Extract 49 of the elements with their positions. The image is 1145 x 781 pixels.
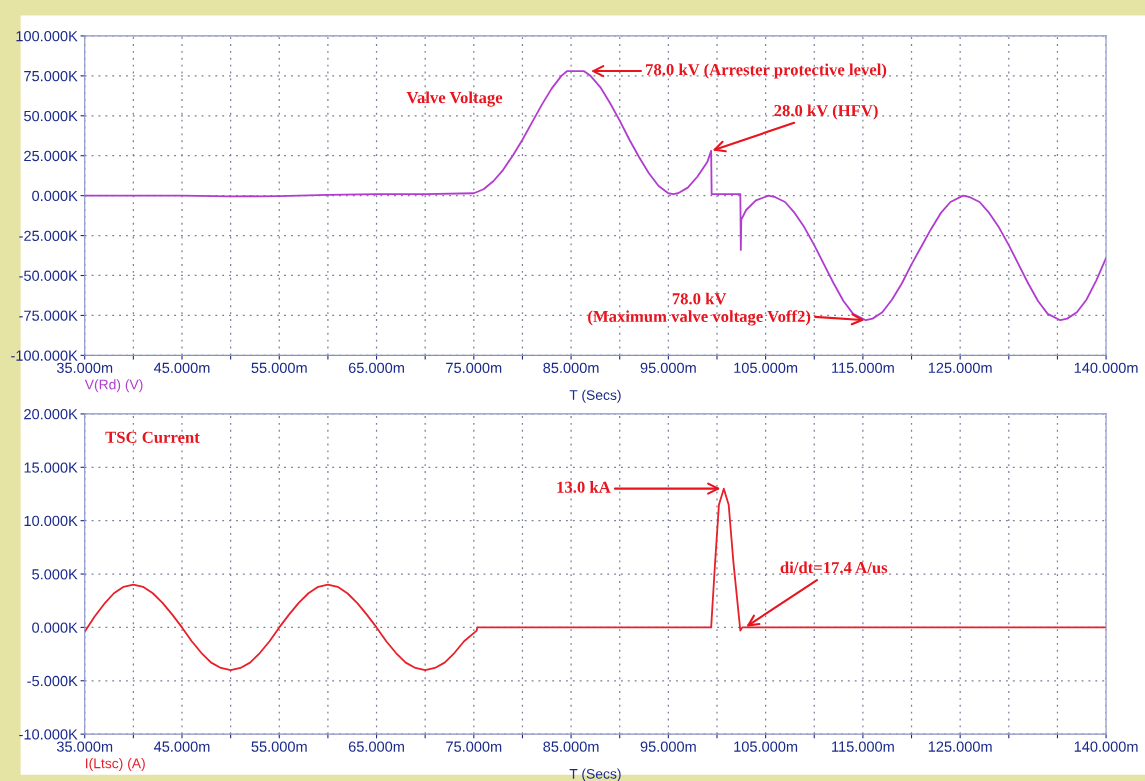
x-tick-label: 95.000m (640, 362, 696, 374)
y-tick-label: -5.000K (27, 675, 78, 687)
x-tick-label: 95.000m (640, 741, 696, 752)
annotation: 78.0 kV (Maximum valve voltage Voff2) (588, 292, 811, 326)
x-tick-label: 125.000m (928, 741, 992, 752)
y-tick-label: 50.000K (24, 110, 78, 122)
y-tick-label: -100.000K (11, 350, 78, 361)
x-tick-label: 115.000m (832, 362, 894, 374)
annotation: 28.0 kV (HFV) (774, 104, 878, 120)
annotation: 13.0 kA (557, 481, 611, 493)
y-tick-label: 0.000K (32, 622, 78, 633)
y-tick-label: -25.000K (19, 230, 78, 241)
x-axis-title: T (Secs) (569, 389, 621, 403)
annotation: 78.0 kV (Arrester protective level) (646, 63, 887, 79)
y-tick-label: 15.000K (24, 462, 78, 473)
y-tick-label: -50.000K (19, 270, 78, 281)
y-tick-label: 0.000K (32, 190, 78, 202)
y-tick-label: 25.000K (24, 150, 78, 162)
y-tick-label: -75.000K (19, 310, 78, 321)
x-tick-label: 125.000m (928, 362, 992, 374)
x-tick-label: 75.000m (446, 741, 502, 752)
y-tick-label: 20.000K (24, 409, 78, 420)
x-tick-label: 105.000m (734, 741, 798, 752)
x-tick-label: 55.000m (251, 741, 307, 752)
y-tick-label: 75.000K (24, 70, 78, 82)
x-tick-label: 45.000m (153, 741, 210, 752)
x-tick-label: 35.000m (56, 362, 113, 374)
text: TSC Current (105, 431, 200, 443)
x-tick-label: 105.000m (734, 362, 798, 374)
text: I(Ltsc) (A) (86, 758, 145, 772)
x-tick-label: 85.000m (543, 362, 599, 374)
text: Valve Voltage (406, 91, 503, 107)
x-tick-label: 75.000m (446, 362, 502, 374)
text: V(Rd) (V) (84, 379, 143, 393)
x-axis-title: T (Secs) (569, 768, 621, 781)
x-tick-label: 45.000m (153, 362, 210, 374)
x-tick-label: 65.000m (348, 362, 404, 374)
y-tick-label: -10.000K (19, 729, 78, 740)
y-tick-label: 10.000K (24, 515, 78, 527)
y-tick-label: 100.000K (16, 31, 78, 42)
x-tick-label: 115.000m (832, 741, 894, 752)
x-tick-label: 140.000m (1074, 362, 1138, 374)
x-tick-label: 35.000m (56, 741, 113, 752)
x-tick-label: 55.000m (251, 362, 307, 374)
x-tick-label: 65.000m (348, 741, 404, 752)
y-tick-label: 5.000K (32, 569, 78, 580)
x-tick-label: 85.000m (543, 741, 599, 752)
annotation: di/dt=17.4 A/us (780, 561, 888, 574)
x-tick-label: 140.000m (1074, 741, 1138, 752)
